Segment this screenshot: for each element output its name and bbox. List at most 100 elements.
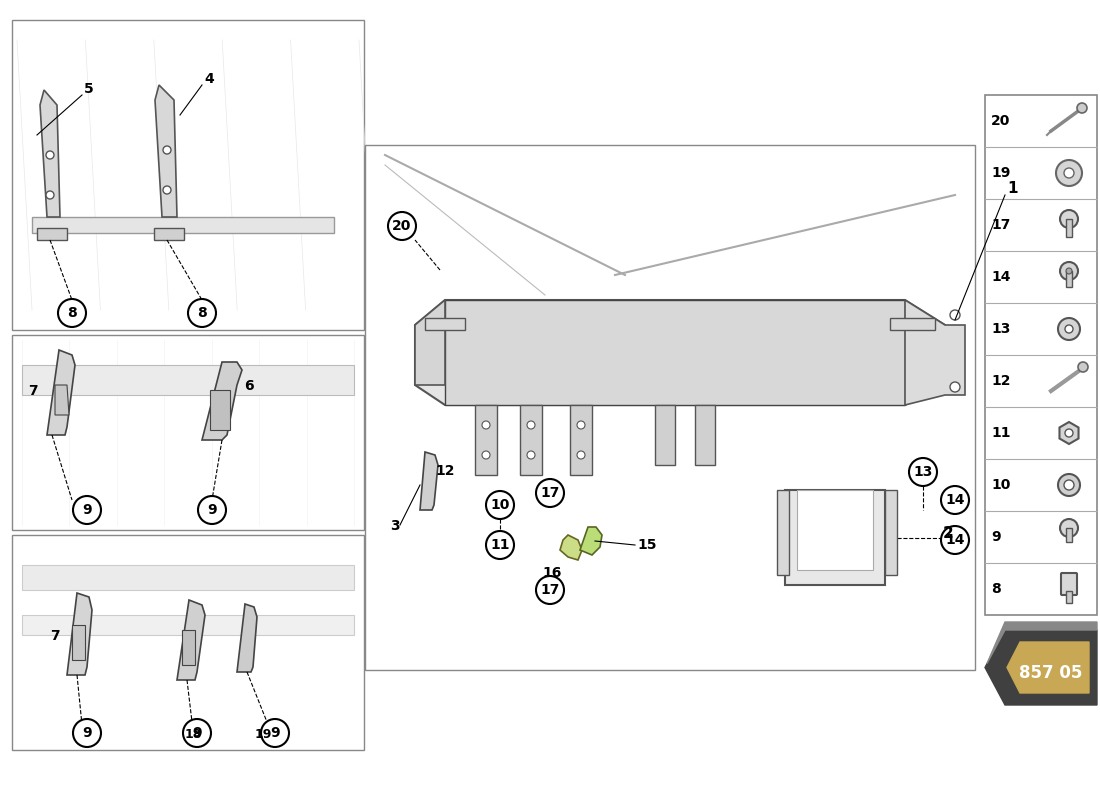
Polygon shape [182,630,195,665]
Text: 17: 17 [540,583,560,597]
FancyBboxPatch shape [886,490,896,575]
Circle shape [183,719,211,747]
Circle shape [527,421,535,429]
Text: 9: 9 [207,503,217,517]
Polygon shape [72,625,85,660]
Circle shape [198,496,226,524]
Text: 15: 15 [637,538,657,552]
Text: eurocarparts: eurocarparts [256,374,944,466]
Circle shape [163,186,170,194]
Polygon shape [560,535,582,560]
Text: 10: 10 [991,478,1011,492]
Circle shape [188,299,216,327]
Circle shape [1064,168,1074,178]
Text: 9: 9 [991,530,1001,544]
Circle shape [578,421,585,429]
Text: 13: 13 [913,465,933,479]
FancyBboxPatch shape [1066,219,1072,237]
FancyBboxPatch shape [22,565,354,590]
Circle shape [1060,262,1078,280]
Circle shape [1058,474,1080,496]
Circle shape [1056,160,1082,186]
Text: 1: 1 [1006,181,1018,196]
Text: 19: 19 [991,166,1011,180]
Circle shape [1058,318,1080,340]
FancyBboxPatch shape [798,490,873,570]
FancyBboxPatch shape [475,405,497,475]
FancyBboxPatch shape [654,405,675,465]
Circle shape [58,299,86,327]
Circle shape [46,151,54,159]
FancyBboxPatch shape [695,405,715,465]
FancyBboxPatch shape [37,228,67,240]
FancyBboxPatch shape [785,490,886,585]
Circle shape [1077,103,1087,113]
Text: 11: 11 [991,426,1011,440]
FancyBboxPatch shape [12,535,364,750]
Circle shape [1060,519,1078,537]
Polygon shape [1006,642,1089,693]
Circle shape [73,719,101,747]
FancyBboxPatch shape [890,318,935,330]
Circle shape [482,421,490,429]
Polygon shape [236,604,257,672]
Polygon shape [905,300,965,405]
Polygon shape [67,593,92,675]
Text: 14: 14 [945,493,965,507]
Polygon shape [987,622,1097,663]
Text: 18: 18 [185,728,202,741]
Circle shape [1065,429,1072,437]
Text: 14: 14 [945,533,965,547]
FancyBboxPatch shape [22,365,354,395]
Text: 20: 20 [991,114,1011,128]
FancyBboxPatch shape [12,335,364,530]
Text: 11: 11 [491,538,509,552]
FancyBboxPatch shape [520,405,542,475]
Circle shape [482,451,490,459]
Circle shape [909,458,937,486]
FancyBboxPatch shape [32,217,334,233]
Text: 8: 8 [991,582,1001,596]
Circle shape [486,491,514,519]
Circle shape [73,496,101,524]
Circle shape [1060,210,1078,228]
Polygon shape [47,350,75,435]
Text: 9: 9 [271,726,279,740]
Text: 13: 13 [991,322,1011,336]
Text: 20: 20 [393,219,411,233]
FancyBboxPatch shape [22,615,354,635]
Text: 19: 19 [255,728,273,741]
Circle shape [950,382,960,392]
Circle shape [486,531,514,559]
Circle shape [1065,325,1072,333]
Text: 9: 9 [82,726,91,740]
Circle shape [163,146,170,154]
Circle shape [950,310,960,320]
Text: 9: 9 [82,503,91,517]
Polygon shape [984,630,1097,705]
Text: 5: 5 [84,82,94,96]
Polygon shape [177,600,205,680]
Text: 16: 16 [542,566,561,580]
Polygon shape [1059,422,1078,444]
Polygon shape [415,300,945,405]
Text: 8: 8 [67,306,77,320]
Circle shape [940,526,969,554]
Circle shape [388,212,416,240]
FancyBboxPatch shape [365,145,975,670]
Text: a passion for parts since 1985: a passion for parts since 1985 [414,486,747,574]
Text: 17: 17 [540,486,560,500]
Circle shape [1064,480,1074,490]
Circle shape [1078,362,1088,372]
FancyBboxPatch shape [1066,591,1072,603]
Circle shape [578,451,585,459]
Text: 10: 10 [491,498,509,512]
Polygon shape [40,90,60,217]
Polygon shape [446,300,905,405]
FancyBboxPatch shape [12,20,364,330]
FancyBboxPatch shape [984,95,1097,615]
Polygon shape [415,300,446,385]
Polygon shape [155,85,177,217]
Circle shape [536,479,564,507]
Text: 12: 12 [434,464,454,478]
